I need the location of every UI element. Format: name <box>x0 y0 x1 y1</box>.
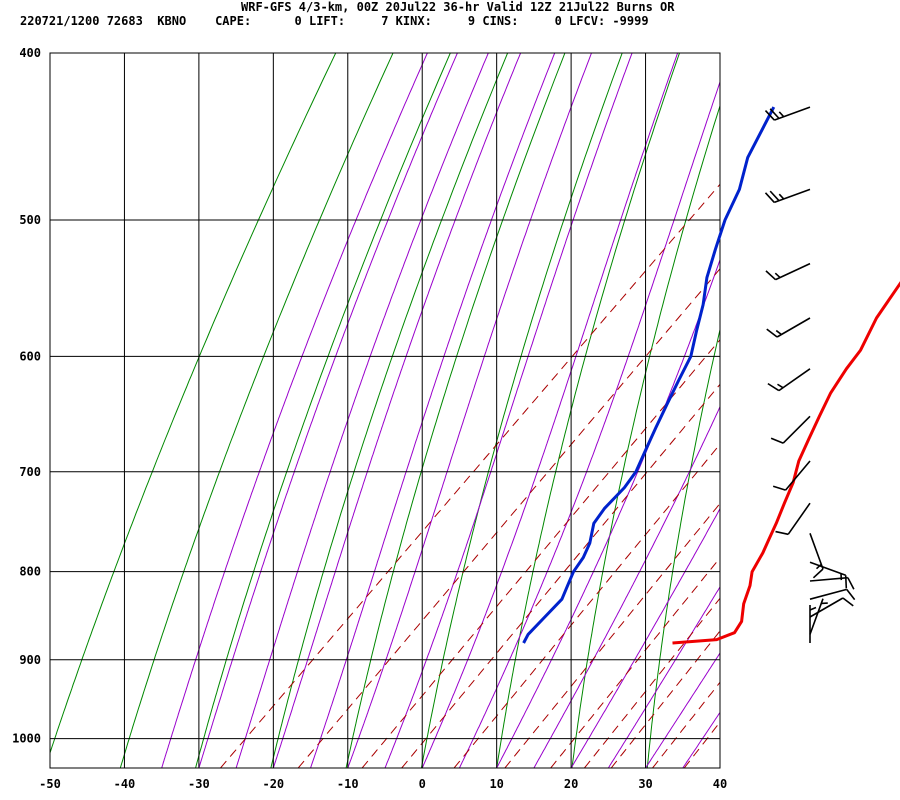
wind-barb <box>772 460 811 491</box>
dry-adiabat <box>119 53 394 768</box>
wind-barb <box>809 588 856 601</box>
x-tick-label: -30 <box>188 777 210 791</box>
dry-adiabat <box>723 44 855 768</box>
wind-barb <box>775 502 811 536</box>
stability-indices: 220721/1200 72683 KBNO CAPE: 0 LIFT: 7 K… <box>20 14 649 28</box>
wind-barb <box>809 533 824 579</box>
dry-adiabat <box>420 53 623 768</box>
x-tick-label: -50 <box>39 777 61 791</box>
y-tick-label: 500 <box>19 213 41 227</box>
x-tick-label: 30 <box>638 777 652 791</box>
dry-adiabat <box>345 53 566 768</box>
wind-barb <box>766 317 811 338</box>
dry-adiabat <box>195 53 451 768</box>
mixing-ratio-line <box>453 443 720 768</box>
temperature-profile <box>672 281 900 645</box>
wind-barb <box>764 106 811 121</box>
y-tick-label: 400 <box>19 46 41 60</box>
x-tick-label: 10 <box>489 777 503 791</box>
moist-adiabat <box>272 53 522 768</box>
wind-barb <box>809 597 854 618</box>
plot-frame <box>49 52 721 769</box>
dry-adiabat <box>798 44 900 768</box>
moist-adiabat <box>607 586 720 768</box>
x-tick-label: -20 <box>262 777 284 791</box>
moist-adiabat <box>645 652 720 768</box>
dry-adiabat <box>496 53 681 768</box>
moist-adiabat <box>421 53 679 768</box>
dewpoint-profile <box>522 106 776 644</box>
dry-adiabat <box>873 44 900 768</box>
chart-title: WRF-GFS 4/3-km, 00Z 20Jul22 36-hr Valid … <box>241 0 675 14</box>
wind-barb <box>764 188 811 204</box>
y-tick-label: 600 <box>19 349 41 363</box>
moist-adiabat <box>235 53 489 768</box>
dry-adiabat <box>646 327 720 768</box>
y-tick-label: 900 <box>19 653 41 667</box>
x-tick-label: 40 <box>713 777 727 791</box>
moist-adiabat <box>161 53 428 768</box>
x-tick-label: 20 <box>564 777 578 791</box>
wind-barb <box>809 576 855 590</box>
wind-barb <box>809 598 828 635</box>
y-tick-label: 800 <box>19 565 41 579</box>
mixing-ratio-line <box>297 268 720 768</box>
wind-barb <box>767 368 811 392</box>
moist-adiabat <box>310 53 556 768</box>
mixing-ratio-line <box>401 383 720 768</box>
wind-barb <box>809 605 817 643</box>
moist-adiabat <box>496 258 720 768</box>
moist-adiabat <box>570 507 720 768</box>
moist-adiabat <box>533 405 720 768</box>
moist-adiabat <box>198 53 458 768</box>
y-tick-label: 700 <box>19 465 41 479</box>
moist-adiabat <box>347 53 593 768</box>
y-tick-label: 1000 <box>12 732 41 746</box>
moist-adiabat <box>458 80 720 768</box>
wind-barb <box>770 415 811 444</box>
x-tick-label: -40 <box>114 777 136 791</box>
x-tick-label: 0 <box>419 777 426 791</box>
x-tick-label: -10 <box>337 777 359 791</box>
mixing-ratio-line <box>361 338 720 768</box>
wind-barb <box>809 561 848 589</box>
mixing-ratio-line <box>220 183 720 768</box>
dry-adiabat <box>571 104 720 768</box>
wind-barb <box>765 262 811 281</box>
moist-adiabat <box>719 767 720 768</box>
dry-adiabat <box>50 53 337 755</box>
